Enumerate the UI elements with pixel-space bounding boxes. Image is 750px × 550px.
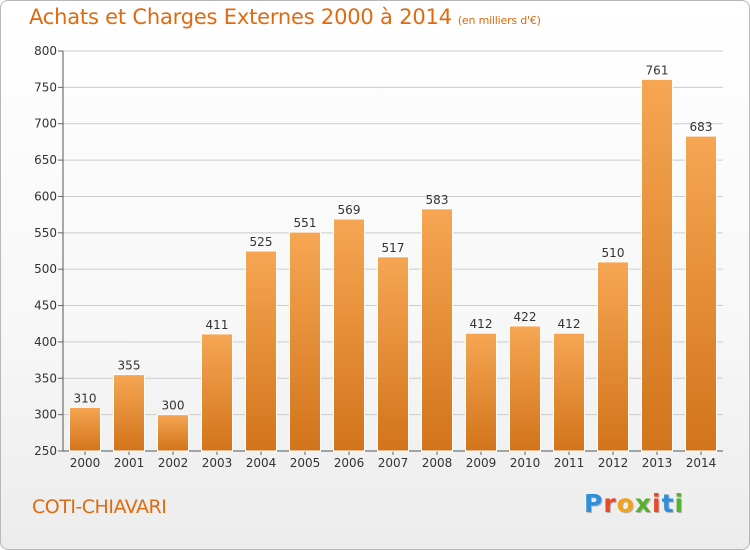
bar: [377, 256, 409, 452]
logo-letter: P: [584, 489, 604, 518]
y-tick-label: 600: [34, 189, 57, 203]
x-tick-label: 2007: [378, 456, 409, 470]
x-tick-label: 2012: [598, 456, 629, 470]
bar: [509, 325, 541, 452]
x-tick-label: 2000: [70, 456, 101, 470]
bar: [421, 208, 453, 452]
data-label: 569: [338, 203, 361, 217]
chart-subtitle: (en milliers d'€): [457, 14, 541, 27]
x-tick-label: 2004: [246, 456, 277, 470]
bar: [245, 250, 277, 452]
y-tick-label: 500: [34, 262, 57, 276]
y-tick-label: 750: [34, 80, 57, 94]
data-label: 551: [294, 216, 317, 230]
y-tick-label: 400: [34, 335, 57, 349]
bar: [333, 218, 365, 452]
chart-title-text: Achats et Charges Externes 2000 à 2014: [29, 5, 452, 29]
x-tick-label: 2003: [202, 456, 233, 470]
bar: [69, 406, 101, 452]
bar: [553, 332, 585, 452]
y-tick-label: 700: [34, 117, 57, 131]
data-label: 412: [470, 317, 493, 331]
bars: [69, 78, 717, 452]
x-tick-label: 2006: [334, 456, 365, 470]
data-label: 411: [206, 318, 229, 332]
data-label: 300: [162, 399, 185, 413]
location-name: COTI-CHIAVARI: [32, 496, 167, 518]
data-label: 683: [690, 120, 713, 134]
logo-letter: r: [603, 489, 617, 518]
data-label: 310: [74, 391, 97, 405]
x-tick-label: 2011: [554, 456, 585, 470]
data-label: 355: [118, 359, 141, 373]
data-label: 517: [382, 241, 405, 255]
labels: 250 300 350 400 450 500 550 600 650 700 750 800 310 2…: [34, 44, 716, 470]
x-tick-label: 2001: [114, 456, 145, 470]
y-tick-label: 650: [34, 153, 57, 167]
y-tick-label: 350: [34, 371, 57, 385]
x-tick-label: 2009: [466, 456, 497, 470]
logo-letter: i: [652, 489, 662, 518]
bar: [685, 135, 717, 452]
y-tick-label: 450: [34, 299, 57, 313]
bar: [641, 78, 673, 452]
logo-letter: x: [634, 489, 652, 518]
x-tick-label: 2005: [290, 456, 321, 470]
x-tick-label: 2014: [686, 456, 717, 470]
bar: [597, 261, 629, 452]
data-label: 412: [558, 317, 581, 331]
bar: [113, 374, 145, 452]
data-label: 761: [646, 63, 669, 77]
proxiti-logo[interactable]: Proxiti: [584, 489, 684, 518]
data-label: 422: [514, 310, 537, 324]
x-tick-label: 2008: [422, 456, 453, 470]
x-tick-label: 2010: [510, 456, 541, 470]
data-label: 510: [602, 246, 625, 260]
x-tick-label: 2013: [642, 456, 673, 470]
y-tick-label: 800: [34, 44, 57, 58]
y-tick-label: 550: [34, 226, 57, 240]
y-tick-label: 300: [34, 408, 57, 422]
logo-letter: i: [674, 489, 685, 518]
logo-letter: o: [616, 489, 635, 518]
data-label: 525: [250, 235, 273, 249]
bar: [465, 332, 497, 452]
x-tick-label: 2002: [158, 456, 189, 470]
logo-letter: t: [661, 489, 675, 518]
bar: [201, 333, 233, 452]
data-label: 583: [426, 193, 449, 207]
y-tick-label: 250: [34, 444, 57, 458]
bar: [157, 414, 189, 452]
chart-title: Achats et Charges Externes 2000 à 2014 (e…: [29, 5, 541, 29]
bar: [289, 231, 321, 452]
